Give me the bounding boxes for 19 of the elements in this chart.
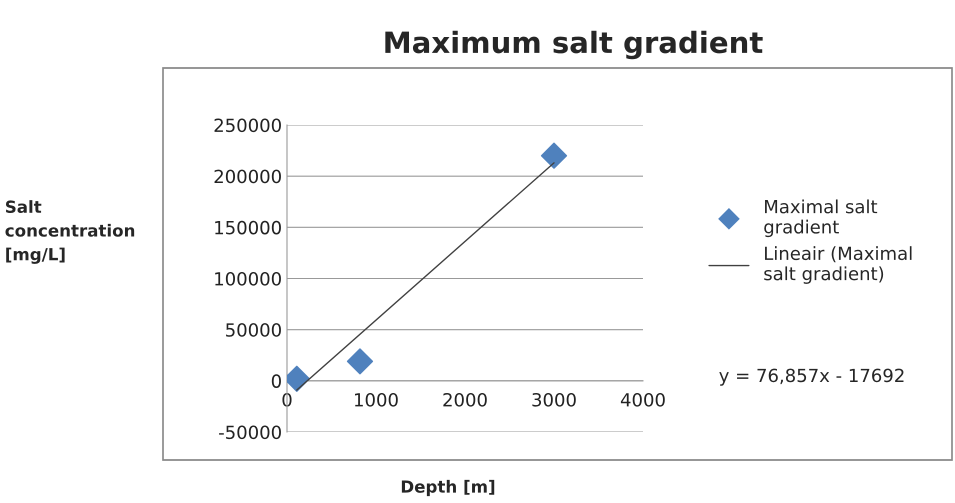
legend-label: Maximal salt gradient: [764, 199, 878, 238]
y-tick-label: 250000: [214, 118, 281, 132]
y-axis-title: Salt concentration [mg/L]: [5, 200, 134, 264]
point: [540, 142, 568, 169]
x-tick-label: 2000: [443, 392, 487, 407]
y-tick-label: -50000: [219, 425, 281, 440]
y-tick-label: 100000: [215, 272, 281, 286]
chart-title: Maximum salt gradient: [385, 30, 763, 60]
x-tick-label: 1000: [355, 392, 398, 407]
y-tick-label: 50000: [226, 323, 281, 337]
y-tick-label: 0: [272, 374, 281, 388]
x-tick-label: 4000: [620, 392, 665, 407]
x-tick-label: 3000: [532, 392, 576, 407]
y-tick-label: 150000: [215, 220, 281, 234]
point: [346, 348, 374, 375]
y-tick-label: 200000: [214, 170, 281, 184]
legend-label: Lineair (Maximal salt gradient): [764, 246, 912, 284]
text: y = 76,857x - 17692: [719, 368, 904, 386]
x-axis-title: Depth [m]: [402, 480, 494, 496]
